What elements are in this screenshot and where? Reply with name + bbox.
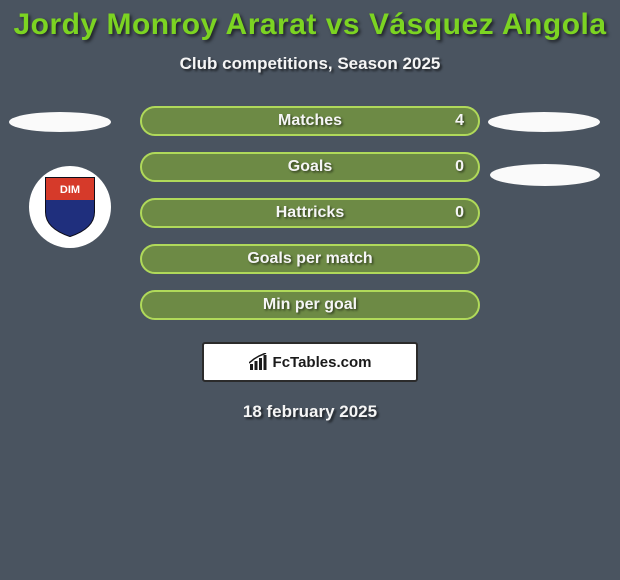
stat-label: Matches: [278, 112, 342, 130]
placeholder-ellipse: [488, 112, 600, 132]
subtitle: Club competitions, Season 2025: [0, 54, 620, 74]
date-label: 18 february 2025: [0, 402, 620, 422]
chart-icon: [249, 353, 267, 371]
branding-badge: FcTables.com: [202, 342, 418, 382]
page-title: Jordy Monroy Ararat vs Vásquez Angola: [0, 8, 620, 42]
stat-row: Matches 4: [140, 106, 480, 136]
stat-row: Hattricks 0: [140, 198, 480, 228]
stat-label: Goals: [288, 158, 332, 176]
stat-row: Min per goal: [140, 290, 480, 320]
stat-label: Goals per match: [247, 250, 372, 268]
stat-row: Goals 0: [140, 152, 480, 182]
stat-value: 0: [455, 158, 464, 176]
stat-value: 4: [455, 112, 464, 130]
stat-label: Hattricks: [276, 204, 344, 222]
club-badge: DIM: [29, 166, 111, 248]
comparison-card: Jordy Monroy Ararat vs Vásquez Angola Cl…: [0, 0, 620, 580]
stat-value: 0: [455, 204, 464, 222]
club-shield-icon: DIM: [44, 176, 96, 238]
stat-label: Min per goal: [263, 296, 357, 314]
branding-text: FcTables.com: [273, 354, 372, 371]
placeholder-ellipse: [9, 112, 111, 132]
svg-text:DIM: DIM: [60, 184, 80, 196]
placeholder-ellipse: [490, 164, 600, 186]
stat-rows: Matches 4 Goals 0 Hattricks 0 Goals per match M…: [140, 106, 480, 320]
content-area: DIM Matches 4 Goals 0 Hattricks 0 Goals per ma…: [0, 106, 620, 422]
stat-row: Goals per match: [140, 244, 480, 274]
